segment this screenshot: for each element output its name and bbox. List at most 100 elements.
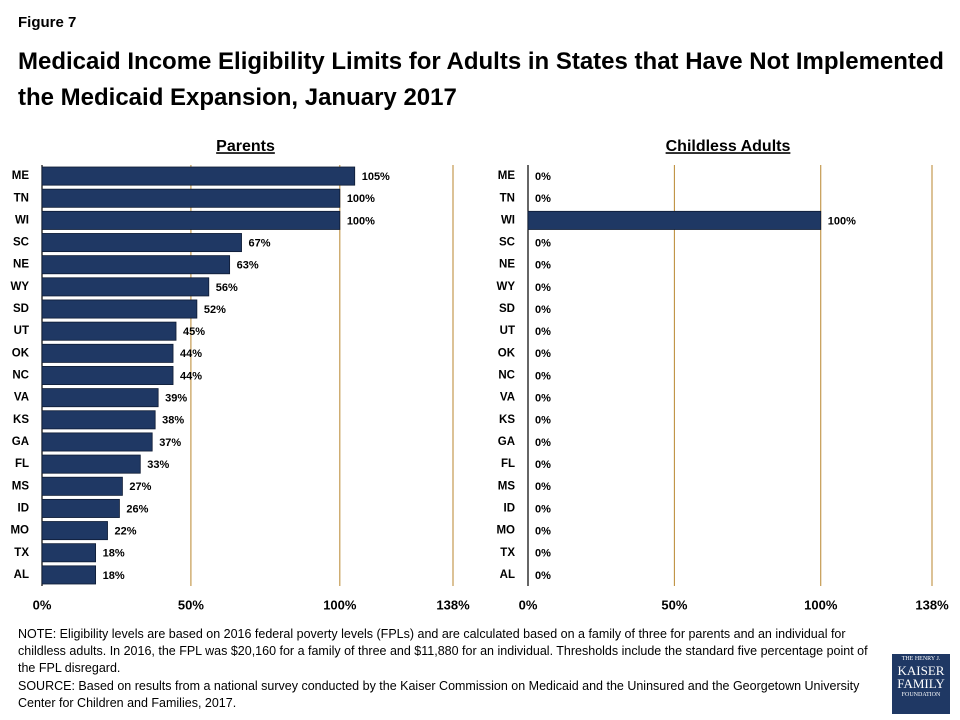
x-tick-label: 138% <box>436 597 470 612</box>
y-tick-label: TX <box>500 547 515 559</box>
y-tick-label: VA <box>14 392 29 404</box>
bar <box>41 210 341 230</box>
value-label: 22% <box>115 526 137 538</box>
value-label: 63% <box>237 260 259 272</box>
value-label: 56% <box>216 282 238 294</box>
x-tick-label: 0% <box>519 597 538 612</box>
figure-label: Figure 7 <box>18 14 77 31</box>
note: NOTE: Eligibility levels are based on 20… <box>18 627 868 675</box>
y-tick-label: ME <box>498 170 516 182</box>
bar <box>41 521 108 541</box>
y-tick-label: ME <box>12 170 30 182</box>
value-label: 0% <box>535 526 551 538</box>
y-tick-label: OK <box>498 347 516 359</box>
logo-text: THE HENRY J. <box>901 656 941 662</box>
y-tick-label: MS <box>12 480 30 492</box>
x-tick-label: 50% <box>178 597 204 612</box>
y-tick-label: NE <box>499 259 515 271</box>
y-tick-label: TX <box>14 547 29 559</box>
y-tick-label: SC <box>499 237 515 249</box>
value-label: 0% <box>535 260 551 272</box>
y-tick-label: SC <box>13 237 29 249</box>
value-label: 45% <box>183 326 205 338</box>
value-label: 44% <box>180 370 202 382</box>
y-tick-label: SD <box>499 303 515 315</box>
value-label: 18% <box>103 548 125 560</box>
y-tick-label: NC <box>12 370 29 382</box>
title: Medicaid Income Eligibility Limits for A… <box>18 48 944 111</box>
bar <box>41 166 356 186</box>
y-tick-label: AL <box>14 569 29 581</box>
value-label: 0% <box>535 481 551 493</box>
logo: THE HENRY J. KAISER FAMILY FOUNDATION <box>892 654 950 714</box>
logo-text: KAISER <box>897 663 945 678</box>
y-tick-label: MO <box>496 525 515 537</box>
value-label: 0% <box>535 348 551 360</box>
value-label: 44% <box>180 348 202 360</box>
y-tick-label: WI <box>15 214 29 226</box>
y-tick-label: WY <box>10 281 29 293</box>
y-tick-label: AL <box>500 569 515 581</box>
bar <box>41 343 174 363</box>
value-label: 0% <box>535 282 551 294</box>
bar <box>41 476 123 496</box>
value-label: 0% <box>535 370 551 382</box>
bar <box>41 277 210 297</box>
bar <box>41 233 242 253</box>
value-label: 0% <box>535 570 551 582</box>
bar <box>41 255 231 275</box>
bar <box>41 432 153 452</box>
panel-title: Childless Adults <box>666 138 791 155</box>
bar <box>41 366 174 385</box>
value-label: 67% <box>249 237 271 249</box>
x-tick-label: 0% <box>33 597 52 612</box>
value-label: 0% <box>535 437 551 449</box>
y-tick-label: ID <box>18 502 30 514</box>
bar <box>41 565 97 585</box>
x-tick-label: 50% <box>661 597 687 612</box>
value-label: 100% <box>347 215 375 227</box>
value-label: 0% <box>535 193 551 205</box>
bar <box>41 543 97 563</box>
source: SOURCE: Based on results from a national… <box>18 679 860 710</box>
bar <box>527 210 822 230</box>
y-tick-label: KS <box>13 414 29 426</box>
value-label: 52% <box>204 304 226 316</box>
y-tick-label: MS <box>498 480 516 492</box>
x-tick-label: 100% <box>804 597 838 612</box>
bar <box>41 388 159 408</box>
y-tick-label: UT <box>14 325 29 337</box>
value-label: 18% <box>103 570 125 582</box>
value-label: 100% <box>347 193 375 205</box>
x-tick-label: 138% <box>915 597 949 612</box>
value-label: 0% <box>535 237 551 249</box>
value-label: 0% <box>535 415 551 427</box>
panel-title: Parents <box>216 138 275 155</box>
value-label: 105% <box>362 171 390 183</box>
y-tick-label: GA <box>12 436 29 448</box>
value-label: 39% <box>165 393 187 405</box>
value-label: 0% <box>535 304 551 316</box>
y-tick-label: ID <box>504 502 516 514</box>
value-label: 0% <box>535 326 551 338</box>
y-tick-label: TN <box>500 192 515 204</box>
bar <box>41 321 177 341</box>
bar <box>41 410 156 430</box>
y-tick-label: TN <box>14 192 29 204</box>
bar <box>41 188 341 208</box>
y-tick-label: FL <box>15 458 29 470</box>
bar <box>41 454 141 474</box>
y-tick-label: OK <box>12 347 30 359</box>
y-tick-label: WY <box>496 281 515 293</box>
bar <box>41 498 120 518</box>
y-tick-label: FL <box>501 458 515 470</box>
value-label: 0% <box>535 393 551 405</box>
value-label: 0% <box>535 459 551 471</box>
value-label: 100% <box>828 215 856 227</box>
value-label: 0% <box>535 171 551 183</box>
bar <box>41 299 198 319</box>
value-label: 0% <box>535 548 551 560</box>
value-label: 38% <box>162 415 184 427</box>
